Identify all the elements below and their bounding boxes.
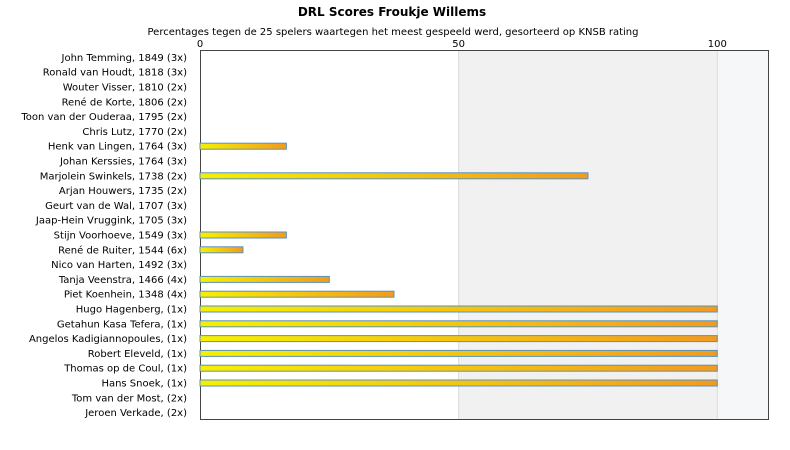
category-label: Angelos Kadigiannopoules, (1x)	[29, 334, 187, 345]
bar	[199, 275, 330, 283]
category-label: Jeroen Verkade, (2x)	[84, 408, 187, 419]
category-label: René de Korte, 1806 (2x)	[62, 96, 188, 108]
category-label: Nico van Harten, 1492 (3x)	[51, 260, 187, 271]
category-label: Ronald van Houdt, 1818 (3x)	[43, 68, 187, 79]
category-label: Marjolein Swinkels, 1738 (2x)	[40, 171, 187, 182]
category-label: Hugo Hagenberg, (1x)	[76, 305, 187, 316]
category-label: Henk van Lingen, 1764 (3x)	[48, 142, 187, 153]
plot-band-50-100	[458, 50, 718, 420]
category-label: Jaap-Hein Vruggink, 1705 (3x)	[35, 216, 187, 227]
category-label: Robert Eleveld, (1x)	[88, 349, 187, 360]
bar	[199, 335, 718, 343]
category-label: Arjan Houwers, 1735 (2x)	[59, 186, 187, 197]
bar	[199, 320, 718, 328]
category-label: Chris Lutz, 1770 (2x)	[82, 127, 187, 138]
category-label: Hans Snoek, (1x)	[101, 379, 187, 390]
bar	[199, 305, 718, 313]
category-label: Piet Koenhein, 1348 (4x)	[64, 290, 187, 301]
category-label: Wouter Visser, 1810 (2x)	[63, 83, 187, 94]
bar	[199, 231, 287, 239]
category-label: Johan Kerssies, 1764 (3x)	[59, 157, 187, 168]
category-label: Tom van der Most, (2x)	[71, 393, 187, 404]
category-label: John Temming, 1849 (3x)	[61, 53, 188, 64]
plot-band-100-plus	[717, 50, 769, 420]
x-tick-label: 50	[452, 39, 465, 50]
chart-subtitle: Percentages tegen de 25 spelers waartege…	[148, 27, 639, 38]
x-tick-label: 100	[708, 39, 727, 50]
bar	[199, 364, 718, 372]
category-label: Getahun Kasa Tefera, (1x)	[57, 319, 187, 330]
category-label: Toon van der Ouderaa, 1795 (2x)	[20, 112, 187, 123]
bar	[199, 379, 718, 387]
bar	[199, 142, 287, 150]
category-label: Tanja Veenstra, 1466 (4x)	[58, 275, 187, 286]
category-label: René de Ruiter, 1544 (6x)	[58, 244, 187, 256]
category-label: Stijn Voorhoeve, 1549 (3x)	[54, 231, 187, 242]
bar	[199, 246, 244, 254]
x-tick-label: 0	[197, 39, 203, 50]
category-label: Thomas op de Coul, (1x)	[63, 364, 187, 375]
category-label: Geurt van de Wal, 1707 (3x)	[45, 201, 187, 212]
chart-title: DRL Scores Froukje Willems	[298, 5, 486, 19]
bar	[199, 172, 589, 180]
bar	[199, 349, 718, 357]
bar	[199, 290, 395, 298]
